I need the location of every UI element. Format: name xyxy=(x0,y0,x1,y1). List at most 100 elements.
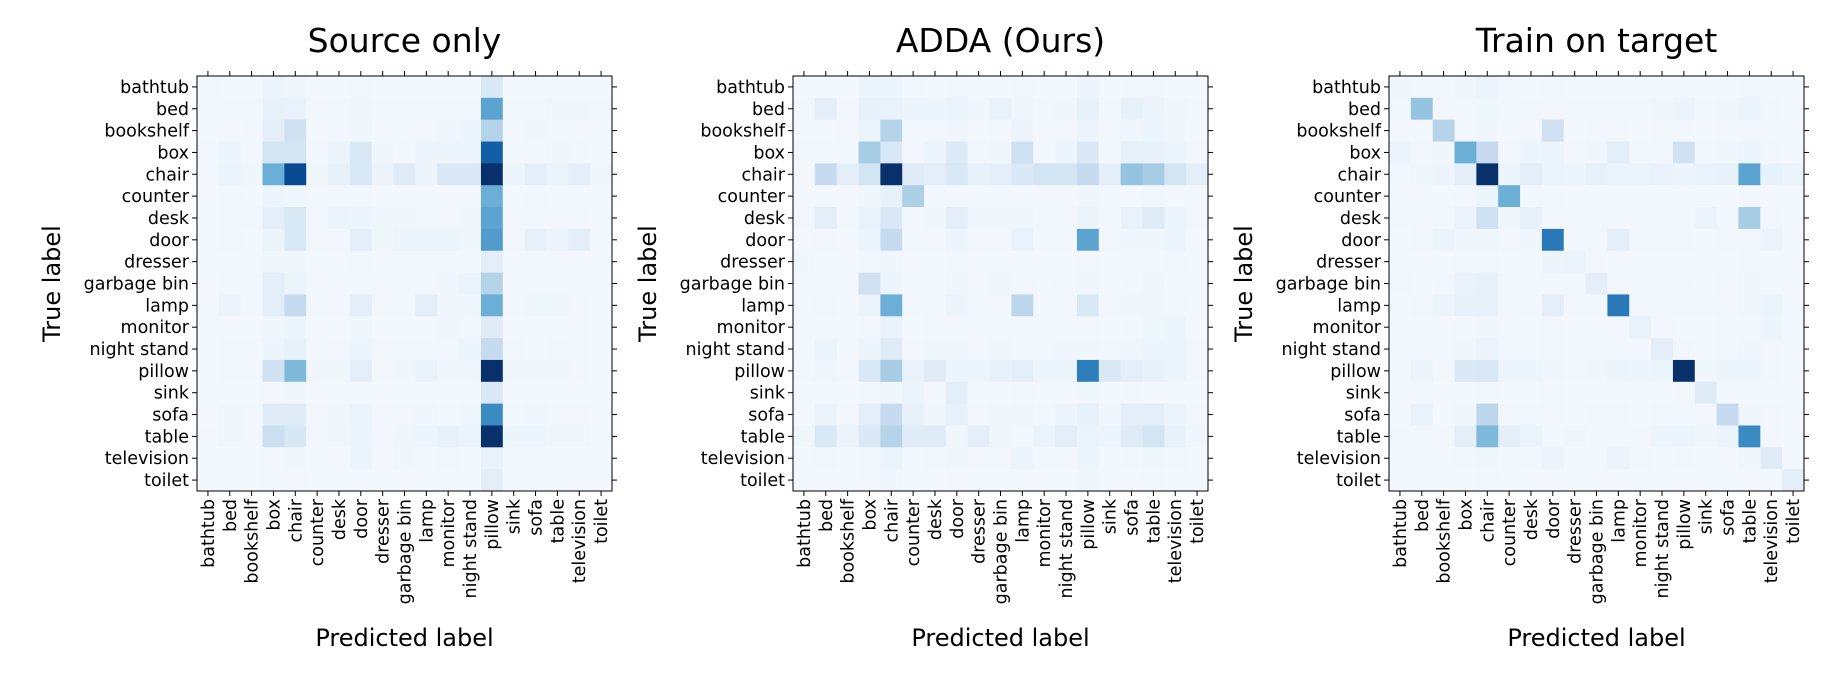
heatmap-cell xyxy=(1098,338,1122,361)
x-tick-label: desk xyxy=(1522,498,1542,540)
heatmap-cell xyxy=(1098,207,1122,230)
heatmap-cell xyxy=(1432,141,1455,164)
y-tick-label: garbage bin xyxy=(680,275,785,295)
y-axis-label: True label xyxy=(38,225,66,343)
heatmap-cell xyxy=(858,141,881,164)
heatmap-cell xyxy=(459,141,482,164)
heatmap-cell xyxy=(1164,207,1187,230)
x-tick-label: sofa xyxy=(527,499,547,536)
heatmap-cell xyxy=(1186,425,1209,448)
heatmap-cell xyxy=(989,141,1012,164)
heatmap-cell xyxy=(1076,294,1100,317)
heatmap-cell xyxy=(924,469,947,492)
heatmap-cell xyxy=(945,316,969,339)
heatmap-cell xyxy=(989,381,1012,405)
heatmap-cell xyxy=(459,272,482,295)
heatmap-cell xyxy=(1782,76,1805,99)
heatmap-cell xyxy=(502,163,526,186)
x-tick-label: sink xyxy=(505,498,525,534)
heatmap-cell xyxy=(1142,294,1165,317)
heatmap-cell xyxy=(328,97,351,121)
heatmap-cell xyxy=(437,141,460,164)
heatmap-cell xyxy=(437,294,460,317)
heatmap-cell xyxy=(1738,207,1761,230)
heatmap-cell xyxy=(306,294,329,317)
y-tick-label: monitor xyxy=(1313,318,1382,338)
heatmap-cell xyxy=(836,119,859,142)
heatmap-cell xyxy=(1076,207,1100,230)
heatmap-cell xyxy=(1738,272,1761,295)
heatmap-cell xyxy=(1033,294,1056,317)
heatmap-cell xyxy=(814,163,838,186)
chart-title: Train on target xyxy=(1475,21,1718,60)
heatmap-cell xyxy=(1389,119,1412,142)
heatmap-cell xyxy=(1164,272,1187,295)
heatmap-cell xyxy=(546,316,569,339)
heatmap-cell xyxy=(902,250,925,273)
heatmap-cell xyxy=(1055,141,1078,164)
y-tick-label: bookshelf xyxy=(104,122,189,142)
heatmap-cell xyxy=(1498,359,1521,383)
heatmap-cell xyxy=(967,359,990,383)
heatmap-cell xyxy=(1607,228,1630,252)
heatmap-cell xyxy=(1098,141,1122,164)
heatmap-cell xyxy=(880,272,903,295)
heatmap-cell xyxy=(480,447,504,470)
heatmap-cell xyxy=(524,141,547,164)
heatmap-cell xyxy=(218,425,242,448)
heatmap-cell xyxy=(814,119,838,142)
heatmap-cell xyxy=(1629,294,1652,317)
heatmap-cell xyxy=(1651,163,1674,186)
heatmap-cell xyxy=(1738,359,1761,383)
heatmap-cell xyxy=(1186,359,1209,383)
heatmap-cell xyxy=(1760,316,1783,339)
heatmap-cell xyxy=(240,447,263,470)
heatmap-cell xyxy=(814,359,838,383)
heatmap-cell xyxy=(262,119,285,142)
heatmap-cell xyxy=(836,403,859,426)
heatmap-cell xyxy=(880,163,903,186)
heatmap-cell xyxy=(967,469,990,492)
heatmap-cell xyxy=(590,97,613,121)
y-tick-label: chair xyxy=(742,165,786,185)
heatmap-cell xyxy=(1716,185,1739,208)
y-tick-label: lamp xyxy=(1337,296,1381,316)
heatmap-cell xyxy=(1055,359,1078,383)
heatmap-cell xyxy=(1454,359,1477,383)
heatmap-cell xyxy=(989,316,1012,339)
heatmap-cell xyxy=(284,359,307,383)
y-axis-label: True label xyxy=(1230,225,1258,343)
heatmap-cell xyxy=(1055,250,1078,273)
heatmap-cell xyxy=(480,338,504,361)
heatmap-cell xyxy=(1076,447,1100,470)
heatmap-cell xyxy=(945,119,969,142)
heatmap-cell xyxy=(880,403,903,426)
heatmap-cell xyxy=(836,97,859,121)
heatmap-cell xyxy=(1563,294,1586,317)
heatmap-cell xyxy=(328,250,351,273)
heatmap-cell xyxy=(568,272,591,295)
heatmap-cell xyxy=(415,76,438,99)
heatmap-cell xyxy=(1410,272,1434,295)
heatmap-cell xyxy=(1410,359,1434,383)
heatmap-cell xyxy=(1651,403,1674,426)
heatmap-cell xyxy=(1120,119,1143,142)
heatmap-cell xyxy=(480,294,504,317)
heatmap-cell xyxy=(1389,403,1412,426)
y-tick-label: table xyxy=(1337,427,1381,447)
heatmap-cell xyxy=(1716,316,1739,339)
heatmap-cell xyxy=(1454,447,1477,470)
heatmap-cell xyxy=(284,185,307,208)
heatmap-cell xyxy=(880,141,903,164)
heatmap-cell xyxy=(284,141,307,164)
heatmap-cell xyxy=(1033,316,1056,339)
heatmap-cell xyxy=(793,469,816,492)
heatmap-cell xyxy=(924,185,947,208)
heatmap-cell xyxy=(1055,228,1078,252)
heatmap-cell xyxy=(814,469,838,492)
heatmap-cell xyxy=(1120,76,1143,99)
heatmap-cell xyxy=(349,403,373,426)
heatmap-cell xyxy=(284,294,307,317)
heatmap-cell xyxy=(1033,403,1056,426)
heatmap-cell xyxy=(262,469,285,492)
